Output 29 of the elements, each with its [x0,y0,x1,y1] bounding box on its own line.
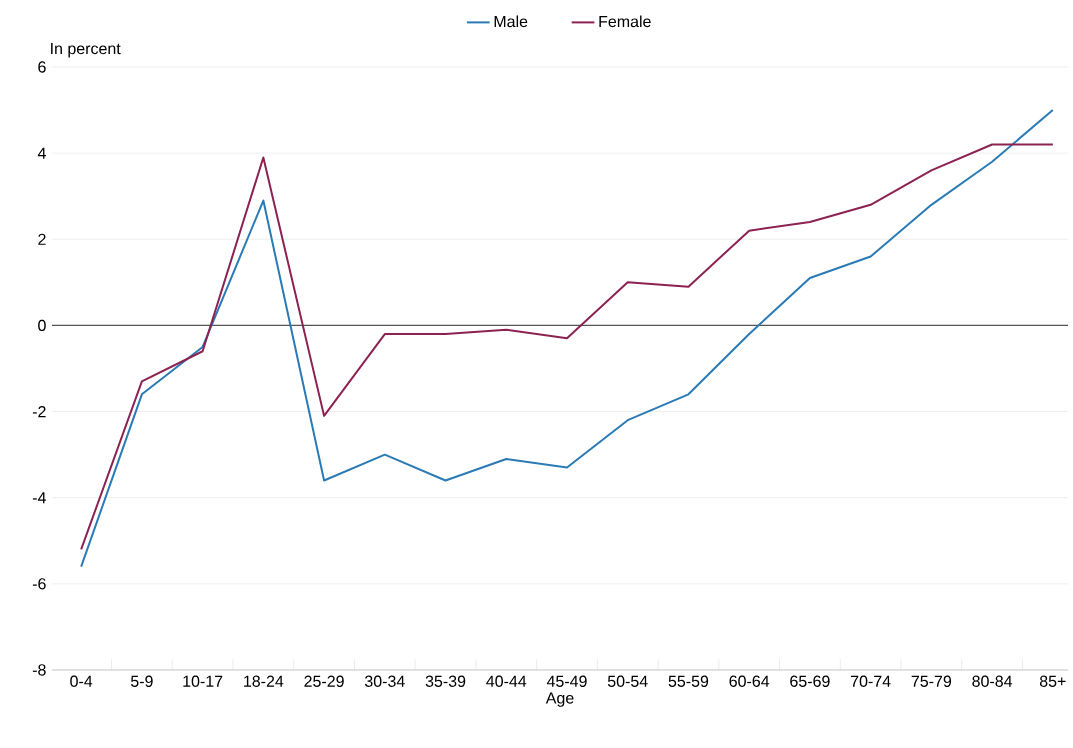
y-tick-label: 0 [38,319,46,332]
legend-label: Female [599,15,651,28]
x-axis-title: Age [545,692,574,707]
x-tick-label: 55-59 [668,675,709,687]
x-tick-label: 80-84 [972,675,1013,687]
y-tick-label: -8 [32,664,46,676]
y-tick-label: -2 [32,405,46,418]
x-tick-label: 18-24 [244,675,284,687]
y-tick-label: 4 [37,147,46,159]
x-tick-label: 70-74 [850,675,891,687]
x-tick-label: 60-64 [729,675,770,687]
x-tick-label: 5-9 [130,675,153,687]
x-tick-label: 65-69 [790,675,830,687]
x-tick-label: 30-34 [364,675,405,687]
x-tick-label: 35-39 [425,675,466,687]
y-tick-label: -4 [32,492,46,504]
x-tick-label: 0-4 [70,675,93,687]
x-tick-label: 25-29 [304,675,344,687]
x-tick-label: 40-44 [486,675,527,687]
y-axis-title: In percent [51,43,121,58]
x-tick-label: 85+ [1039,675,1066,687]
y-tick-label: 2 [38,233,46,245]
y-tick-label: 6 [38,61,46,73]
x-tick-label: 75-79 [911,675,952,687]
x-tick-label: 10-17 [183,675,223,687]
legend-label: Male [494,15,528,28]
x-tick-label: 50-54 [607,675,648,687]
y-tick-label: -6 [32,578,46,590]
x-tick-label: 45-49 [546,675,587,687]
